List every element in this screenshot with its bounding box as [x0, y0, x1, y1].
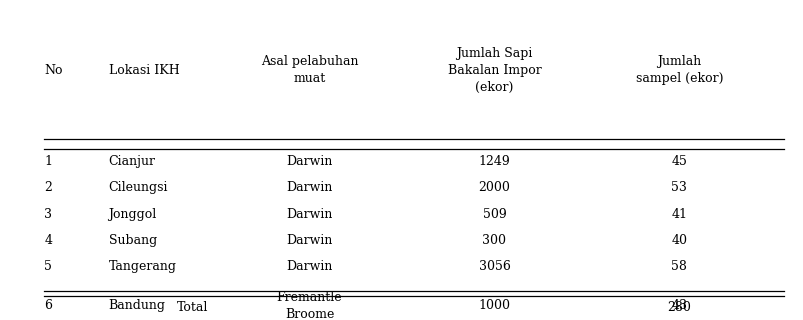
Text: 43: 43: [671, 299, 687, 312]
Text: Total: Total: [177, 301, 209, 314]
Text: 45: 45: [671, 155, 687, 168]
Text: No: No: [44, 64, 63, 77]
Text: 6: 6: [44, 299, 52, 312]
Text: Lokasi IKH: Lokasi IKH: [108, 64, 179, 77]
Text: 4: 4: [44, 234, 52, 247]
Text: 280: 280: [666, 301, 691, 314]
Text: Darwin: Darwin: [286, 155, 332, 168]
Text: Tangerang: Tangerang: [108, 260, 177, 273]
Text: Bandung: Bandung: [108, 299, 165, 312]
Text: Darwin: Darwin: [286, 234, 332, 247]
Text: Jumlah
sampel (ekor): Jumlah sampel (ekor): [635, 55, 722, 85]
Text: Cianjur: Cianjur: [108, 155, 155, 168]
Text: Fremantle
Broome: Fremantle Broome: [276, 291, 342, 320]
Text: 53: 53: [671, 181, 687, 194]
Text: Cileungsi: Cileungsi: [108, 181, 168, 194]
Text: Darwin: Darwin: [286, 208, 332, 220]
Text: 2000: 2000: [478, 181, 510, 194]
Text: 3: 3: [44, 208, 52, 220]
Text: Jumlah Sapi
Bakalan Impor
(ekor): Jumlah Sapi Bakalan Impor (ekor): [447, 47, 540, 94]
Text: 1249: 1249: [478, 155, 510, 168]
Text: 3056: 3056: [478, 260, 510, 273]
Text: Subang: Subang: [108, 234, 157, 247]
Text: Jonggol: Jonggol: [108, 208, 157, 220]
Text: 509: 509: [482, 208, 506, 220]
Text: 1000: 1000: [478, 299, 510, 312]
Text: 2: 2: [44, 181, 52, 194]
Text: 1: 1: [44, 155, 52, 168]
Text: Asal pelabuhan
muat: Asal pelabuhan muat: [260, 55, 358, 85]
Text: 5: 5: [44, 260, 52, 273]
Text: 40: 40: [671, 234, 687, 247]
Text: 41: 41: [671, 208, 687, 220]
Text: 300: 300: [482, 234, 506, 247]
Text: Darwin: Darwin: [286, 181, 332, 194]
Text: 58: 58: [671, 260, 687, 273]
Text: Darwin: Darwin: [286, 260, 332, 273]
